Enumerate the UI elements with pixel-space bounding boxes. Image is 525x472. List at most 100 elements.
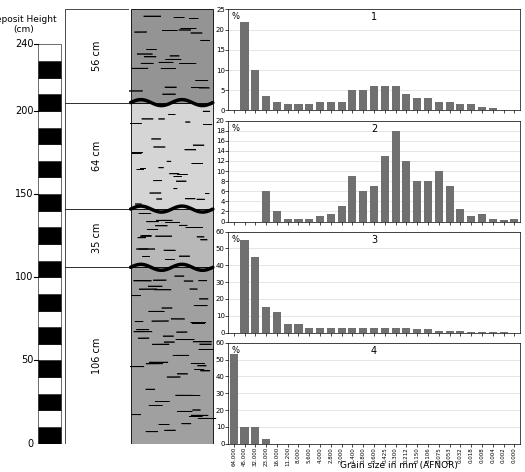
Bar bbox=[381, 86, 389, 110]
Bar bbox=[38, 377, 61, 394]
Bar bbox=[327, 102, 335, 110]
Bar bbox=[38, 327, 61, 344]
Bar bbox=[65, 9, 129, 102]
Bar bbox=[424, 181, 432, 221]
Bar bbox=[251, 257, 259, 333]
Bar bbox=[489, 109, 497, 110]
Bar bbox=[38, 311, 61, 327]
Bar bbox=[467, 104, 475, 110]
Bar bbox=[38, 411, 61, 427]
Bar bbox=[38, 194, 61, 211]
Bar bbox=[38, 244, 61, 261]
Text: 100: 100 bbox=[15, 272, 33, 282]
Bar bbox=[131, 102, 213, 209]
Bar bbox=[338, 102, 345, 110]
Text: 3: 3 bbox=[371, 235, 377, 244]
Text: %: % bbox=[231, 235, 239, 244]
Bar bbox=[402, 94, 411, 110]
Bar bbox=[251, 70, 259, 110]
Bar bbox=[305, 328, 313, 333]
Bar bbox=[316, 328, 324, 333]
Bar bbox=[424, 98, 432, 110]
Bar bbox=[327, 328, 335, 333]
Text: 4: 4 bbox=[371, 346, 377, 356]
Bar bbox=[338, 328, 345, 333]
Bar bbox=[38, 161, 61, 177]
Bar bbox=[38, 394, 61, 411]
Bar bbox=[295, 324, 302, 333]
Bar bbox=[131, 9, 213, 102]
Bar bbox=[38, 228, 61, 244]
Text: 240: 240 bbox=[15, 39, 33, 50]
Bar bbox=[478, 332, 486, 333]
Bar bbox=[338, 206, 345, 221]
Text: 0: 0 bbox=[27, 438, 33, 449]
Bar bbox=[65, 267, 129, 444]
Text: 56 cm: 56 cm bbox=[92, 41, 102, 71]
Bar bbox=[38, 278, 61, 294]
Bar bbox=[467, 332, 475, 333]
Bar bbox=[38, 44, 61, 61]
Bar bbox=[240, 427, 248, 444]
Bar bbox=[392, 328, 400, 333]
Bar bbox=[38, 94, 61, 111]
Bar bbox=[262, 307, 270, 333]
Bar bbox=[359, 90, 368, 110]
Bar bbox=[131, 209, 213, 267]
Bar bbox=[295, 219, 302, 221]
Bar bbox=[284, 104, 292, 110]
Bar bbox=[381, 328, 389, 333]
Bar bbox=[446, 331, 454, 333]
Bar bbox=[456, 209, 465, 221]
Text: 64 cm: 64 cm bbox=[92, 141, 102, 171]
Bar bbox=[316, 102, 324, 110]
Bar bbox=[402, 161, 411, 221]
Bar bbox=[262, 191, 270, 221]
Text: (cm): (cm) bbox=[13, 25, 34, 34]
Text: %: % bbox=[231, 12, 239, 21]
Bar bbox=[413, 181, 421, 221]
Bar bbox=[38, 78, 61, 94]
Bar bbox=[65, 102, 129, 209]
Text: 2: 2 bbox=[371, 124, 377, 134]
Bar bbox=[305, 104, 313, 110]
Text: 200: 200 bbox=[15, 106, 33, 116]
Bar bbox=[316, 217, 324, 221]
Bar bbox=[349, 90, 356, 110]
Text: Deposit Height: Deposit Height bbox=[0, 16, 57, 25]
Bar bbox=[456, 331, 465, 333]
Bar bbox=[273, 312, 281, 333]
Bar bbox=[327, 214, 335, 221]
Text: 35 cm: 35 cm bbox=[92, 223, 102, 253]
Bar bbox=[38, 144, 61, 161]
Bar bbox=[284, 219, 292, 221]
Bar bbox=[38, 344, 61, 361]
Bar bbox=[251, 427, 259, 444]
Text: %: % bbox=[231, 346, 239, 355]
Bar bbox=[402, 328, 411, 333]
Bar bbox=[131, 267, 213, 444]
Bar bbox=[370, 86, 378, 110]
Bar bbox=[38, 427, 61, 444]
Bar bbox=[392, 86, 400, 110]
Bar bbox=[370, 186, 378, 221]
Text: %: % bbox=[231, 124, 239, 133]
Bar bbox=[467, 217, 475, 221]
Bar bbox=[262, 96, 270, 110]
Bar bbox=[38, 61, 61, 78]
Bar bbox=[435, 171, 443, 221]
Bar bbox=[295, 104, 302, 110]
Bar bbox=[349, 328, 356, 333]
Bar bbox=[273, 211, 281, 221]
Bar bbox=[38, 294, 61, 311]
Bar bbox=[38, 261, 61, 278]
Bar bbox=[510, 219, 518, 221]
Bar bbox=[305, 219, 313, 221]
Bar bbox=[65, 209, 129, 267]
Bar bbox=[424, 329, 432, 333]
Bar bbox=[413, 329, 421, 333]
Bar bbox=[38, 177, 61, 194]
Bar bbox=[478, 214, 486, 221]
Text: 1: 1 bbox=[371, 12, 377, 23]
Bar bbox=[446, 102, 454, 110]
